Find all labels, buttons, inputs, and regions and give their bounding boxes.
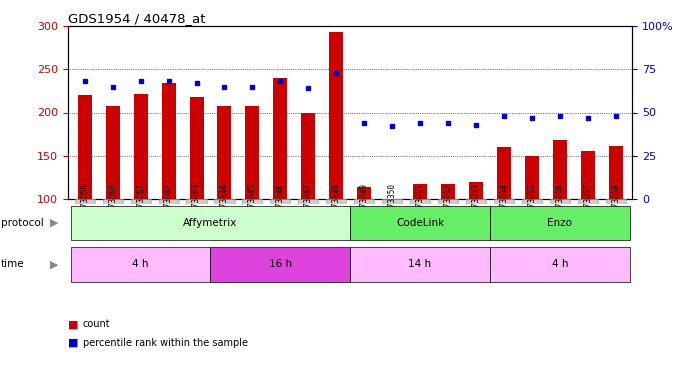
Bar: [245, 106, 259, 199]
Text: CodeLink: CodeLink: [396, 218, 444, 228]
Text: count: count: [83, 320, 111, 329]
FancyBboxPatch shape: [186, 199, 207, 204]
Bar: [71, 247, 211, 282]
Bar: [357, 187, 371, 199]
Bar: [78, 95, 92, 199]
Text: GSM73353: GSM73353: [471, 183, 481, 220]
FancyBboxPatch shape: [522, 199, 542, 204]
Text: GSM73360: GSM73360: [108, 183, 117, 220]
Text: 4 h: 4 h: [133, 260, 149, 269]
Text: GSM73348: GSM73348: [332, 183, 341, 220]
Bar: [350, 206, 490, 240]
Bar: [525, 156, 539, 199]
Text: GSM73347: GSM73347: [304, 183, 313, 220]
Text: protocol: protocol: [1, 218, 44, 228]
Bar: [581, 151, 595, 199]
Bar: [385, 199, 399, 284]
Bar: [218, 106, 231, 199]
FancyBboxPatch shape: [410, 199, 430, 204]
Text: time: time: [1, 260, 24, 269]
FancyBboxPatch shape: [577, 199, 598, 204]
Text: GSM73363: GSM73363: [192, 183, 201, 220]
Bar: [609, 146, 623, 199]
Bar: [497, 147, 511, 199]
Text: ▶: ▶: [50, 218, 58, 228]
Bar: [301, 112, 316, 199]
FancyBboxPatch shape: [270, 199, 290, 204]
FancyBboxPatch shape: [354, 199, 374, 204]
Bar: [329, 32, 343, 199]
Text: GSM73358: GSM73358: [611, 183, 620, 220]
FancyBboxPatch shape: [382, 199, 402, 204]
Text: GSM73349: GSM73349: [360, 183, 369, 220]
Bar: [553, 140, 566, 199]
Text: Enzo: Enzo: [547, 218, 573, 228]
Text: GSM73355: GSM73355: [527, 183, 537, 220]
Bar: [490, 247, 630, 282]
Bar: [350, 247, 490, 282]
Text: ■: ■: [68, 338, 78, 348]
FancyBboxPatch shape: [75, 199, 95, 204]
FancyBboxPatch shape: [242, 199, 262, 204]
Bar: [134, 93, 148, 199]
FancyBboxPatch shape: [466, 199, 486, 204]
Text: GSM73345: GSM73345: [248, 183, 257, 220]
FancyBboxPatch shape: [438, 199, 458, 204]
Text: Affymetrix: Affymetrix: [184, 218, 238, 228]
Bar: [71, 206, 350, 240]
Text: 16 h: 16 h: [269, 260, 292, 269]
Bar: [273, 78, 288, 199]
Bar: [162, 83, 175, 199]
FancyBboxPatch shape: [214, 199, 235, 204]
Bar: [105, 106, 120, 199]
FancyBboxPatch shape: [299, 199, 318, 204]
Text: GSM73354: GSM73354: [499, 183, 509, 220]
Text: percentile rank within the sample: percentile rank within the sample: [83, 338, 248, 348]
Bar: [413, 184, 427, 199]
FancyBboxPatch shape: [326, 199, 346, 204]
Bar: [441, 184, 455, 199]
Text: GDS1954 / 40478_at: GDS1954 / 40478_at: [68, 12, 205, 25]
Bar: [211, 247, 350, 282]
Text: 14 h: 14 h: [409, 260, 432, 269]
Text: GSM73362: GSM73362: [164, 183, 173, 220]
Text: 4 h: 4 h: [551, 260, 568, 269]
FancyBboxPatch shape: [549, 199, 570, 204]
Text: GSM73357: GSM73357: [583, 183, 592, 220]
FancyBboxPatch shape: [606, 199, 626, 204]
Text: GSM73359: GSM73359: [80, 183, 89, 220]
Text: ■: ■: [68, 320, 78, 329]
FancyBboxPatch shape: [494, 199, 514, 204]
Text: GSM73351: GSM73351: [415, 183, 424, 220]
Bar: [190, 97, 203, 199]
Bar: [490, 206, 630, 240]
Text: GSM73350: GSM73350: [388, 183, 396, 220]
FancyBboxPatch shape: [131, 199, 151, 204]
Text: GSM73344: GSM73344: [220, 183, 229, 220]
Text: ▶: ▶: [50, 260, 58, 269]
Text: GSM73356: GSM73356: [556, 183, 564, 220]
FancyBboxPatch shape: [103, 199, 123, 204]
FancyBboxPatch shape: [158, 199, 179, 204]
Text: GSM73352: GSM73352: [443, 183, 452, 220]
Bar: [469, 182, 483, 199]
Text: GSM73346: GSM73346: [276, 183, 285, 220]
Text: GSM73361: GSM73361: [136, 183, 145, 220]
